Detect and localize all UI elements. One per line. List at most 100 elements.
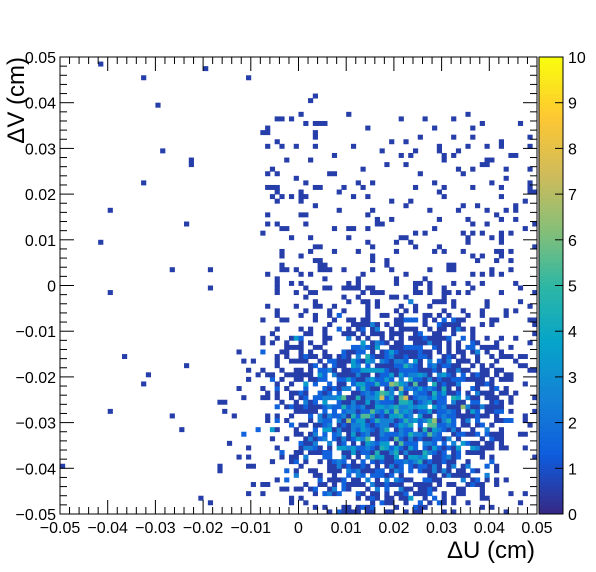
histogram-cell — [365, 431, 371, 437]
histogram-cell — [398, 495, 404, 501]
histogram-cell — [303, 180, 309, 186]
histogram-cell — [422, 431, 428, 437]
histogram-cell — [274, 381, 280, 387]
histogram-cell — [494, 367, 500, 373]
histogram-cell — [393, 322, 400, 328]
histogram-cell — [355, 491, 361, 497]
histogram-cell — [455, 207, 462, 213]
histogram-cell — [322, 363, 328, 369]
histogram-cell — [412, 335, 419, 341]
histogram-cell — [365, 299, 371, 305]
histogram-cell — [279, 267, 285, 273]
histogram-cell — [374, 431, 380, 437]
histogram-cell — [350, 418, 357, 423]
histogram-cell — [451, 280, 457, 286]
histogram-cell — [446, 290, 452, 296]
histogram-cell — [298, 326, 304, 332]
histogram-cell — [422, 477, 428, 483]
histogram-cell — [355, 363, 361, 369]
histogram-cell — [412, 363, 419, 369]
histogram-cell — [355, 504, 361, 510]
histogram-cell — [465, 418, 471, 423]
histogram-cell — [341, 372, 347, 378]
histogram-cell — [432, 431, 438, 437]
histogram-cell — [489, 422, 495, 428]
histogram-cell — [403, 436, 409, 442]
histogram-cell — [298, 111, 304, 117]
histogram-cell — [451, 431, 457, 437]
histogram-cell — [489, 235, 495, 241]
histogram-cell — [322, 372, 328, 378]
histogram-cell — [274, 171, 280, 177]
colorbar-segment — [539, 171, 563, 177]
histogram-cell — [322, 120, 328, 126]
histogram-cell — [508, 372, 514, 378]
histogram-cell — [460, 358, 466, 364]
histogram-cell — [432, 335, 438, 341]
histogram-cell — [370, 285, 376, 291]
colorbar-segment — [539, 331, 563, 337]
histogram-cell — [451, 134, 457, 140]
histogram-cell — [412, 372, 419, 378]
histogram-cell — [308, 399, 314, 405]
histogram-cell — [374, 404, 380, 410]
colorbar-segment — [539, 184, 563, 191]
histogram-cell — [460, 308, 466, 314]
histogram-cell — [360, 418, 366, 423]
histogram-cell — [322, 262, 328, 268]
histogram-cell — [474, 358, 481, 364]
histogram-cell — [355, 180, 361, 186]
histogram-cell — [346, 111, 352, 117]
histogram-cell — [446, 408, 452, 414]
histogram-cell — [327, 354, 333, 360]
histogram-cell — [412, 404, 419, 410]
histogram-cell — [370, 418, 376, 423]
histogram-cell — [412, 230, 419, 236]
histogram-cell — [403, 445, 409, 451]
histogram-cell — [317, 404, 323, 410]
histogram-cell — [513, 207, 519, 213]
histogram-cell — [427, 463, 433, 469]
histogram-cell — [384, 418, 390, 423]
histogram-cell — [408, 445, 414, 451]
histogram-cell — [427, 376, 433, 382]
histogram-cell — [384, 440, 390, 446]
histogram-cell — [412, 244, 419, 250]
histogram-cell — [355, 413, 361, 419]
histogram-cell — [484, 440, 490, 446]
histogram-cell — [422, 367, 428, 373]
histogram-cell — [160, 148, 166, 154]
histogram-cell — [308, 372, 314, 378]
histogram-cell — [427, 290, 433, 296]
histogram-cell — [474, 376, 481, 382]
histogram-cell — [513, 335, 519, 341]
histogram-cell — [451, 472, 457, 478]
histogram-cell — [427, 367, 433, 373]
histogram-cell — [422, 317, 428, 323]
histogram-cell — [398, 436, 404, 442]
colorbar-segment — [539, 358, 563, 364]
histogram-cell — [327, 390, 333, 396]
colorbar-segment — [539, 349, 563, 355]
histogram-cell — [412, 504, 419, 510]
histogram-cell — [370, 267, 376, 273]
histogram-cell — [312, 134, 318, 140]
histogram-cell — [365, 504, 371, 510]
histogram-cell — [432, 390, 438, 396]
histogram-cell — [370, 482, 376, 487]
histogram-cell — [465, 450, 471, 455]
histogram-cell — [436, 454, 442, 460]
histogram-cell — [408, 436, 414, 442]
histogram-cell — [474, 258, 481, 264]
histogram-cell — [298, 358, 304, 364]
colorbar-segment — [539, 180, 563, 186]
histogram-cell — [393, 440, 400, 446]
histogram-cell — [508, 399, 514, 405]
histogram-cell — [379, 436, 385, 442]
histogram-cell — [417, 468, 423, 474]
histogram-cell — [436, 395, 442, 401]
histogram-cell — [446, 344, 452, 350]
histogram-cell — [389, 472, 395, 478]
histogram-cell — [346, 472, 352, 478]
colorbar-segment — [539, 422, 563, 428]
